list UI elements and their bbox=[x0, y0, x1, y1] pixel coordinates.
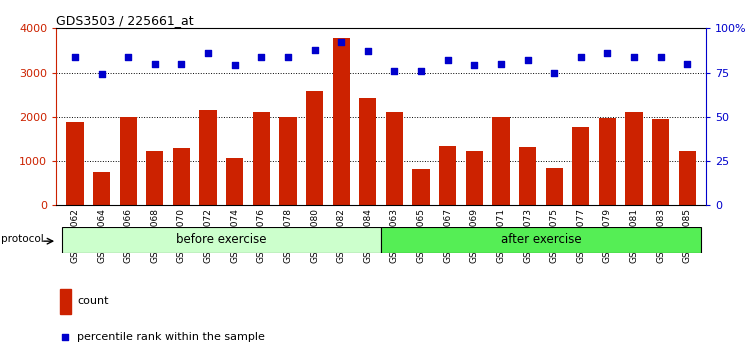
Bar bbox=[386, 113, 403, 205]
Bar bbox=[226, 158, 243, 205]
Point bbox=[202, 50, 214, 56]
Point bbox=[681, 61, 693, 67]
Bar bbox=[93, 172, 110, 205]
Bar bbox=[146, 152, 164, 205]
Point bbox=[548, 70, 560, 75]
Point bbox=[122, 54, 134, 59]
Point bbox=[655, 54, 667, 59]
Bar bbox=[66, 122, 83, 205]
Bar bbox=[279, 117, 297, 205]
Point bbox=[495, 61, 507, 67]
Bar bbox=[382, 227, 701, 253]
Bar bbox=[200, 110, 217, 205]
Point bbox=[69, 54, 81, 59]
Bar bbox=[545, 168, 562, 205]
Bar bbox=[572, 127, 590, 205]
Bar bbox=[439, 145, 457, 205]
Point bbox=[602, 50, 614, 56]
Bar bbox=[119, 117, 137, 205]
Point bbox=[575, 54, 587, 59]
Point bbox=[628, 54, 640, 59]
Bar bbox=[252, 113, 270, 205]
Bar bbox=[173, 148, 190, 205]
Bar bbox=[626, 113, 643, 205]
Point bbox=[521, 57, 533, 63]
Bar bbox=[412, 169, 430, 205]
Text: protocol: protocol bbox=[2, 234, 44, 244]
Point bbox=[229, 63, 241, 68]
Bar bbox=[679, 152, 696, 205]
Bar bbox=[466, 151, 483, 205]
Point bbox=[59, 334, 71, 340]
Point bbox=[415, 68, 427, 74]
Bar bbox=[599, 118, 616, 205]
Point bbox=[442, 57, 454, 63]
Text: before exercise: before exercise bbox=[176, 233, 267, 246]
Bar bbox=[652, 119, 669, 205]
Text: GDS3503 / 225661_at: GDS3503 / 225661_at bbox=[56, 14, 194, 27]
Bar bbox=[59, 289, 71, 314]
Point bbox=[469, 63, 481, 68]
Point bbox=[362, 48, 374, 54]
Text: count: count bbox=[77, 296, 109, 306]
Bar bbox=[62, 227, 382, 253]
Point bbox=[176, 61, 188, 67]
Bar bbox=[359, 98, 376, 205]
Bar bbox=[333, 38, 350, 205]
Point bbox=[309, 47, 321, 52]
Point bbox=[95, 72, 107, 77]
Text: after exercise: after exercise bbox=[501, 233, 581, 246]
Point bbox=[255, 54, 267, 59]
Bar bbox=[493, 117, 510, 205]
Point bbox=[388, 68, 400, 74]
Bar bbox=[519, 147, 536, 205]
Point bbox=[282, 54, 294, 59]
Point bbox=[335, 40, 347, 45]
Text: percentile rank within the sample: percentile rank within the sample bbox=[77, 332, 265, 342]
Point bbox=[149, 61, 161, 67]
Bar bbox=[306, 91, 323, 205]
